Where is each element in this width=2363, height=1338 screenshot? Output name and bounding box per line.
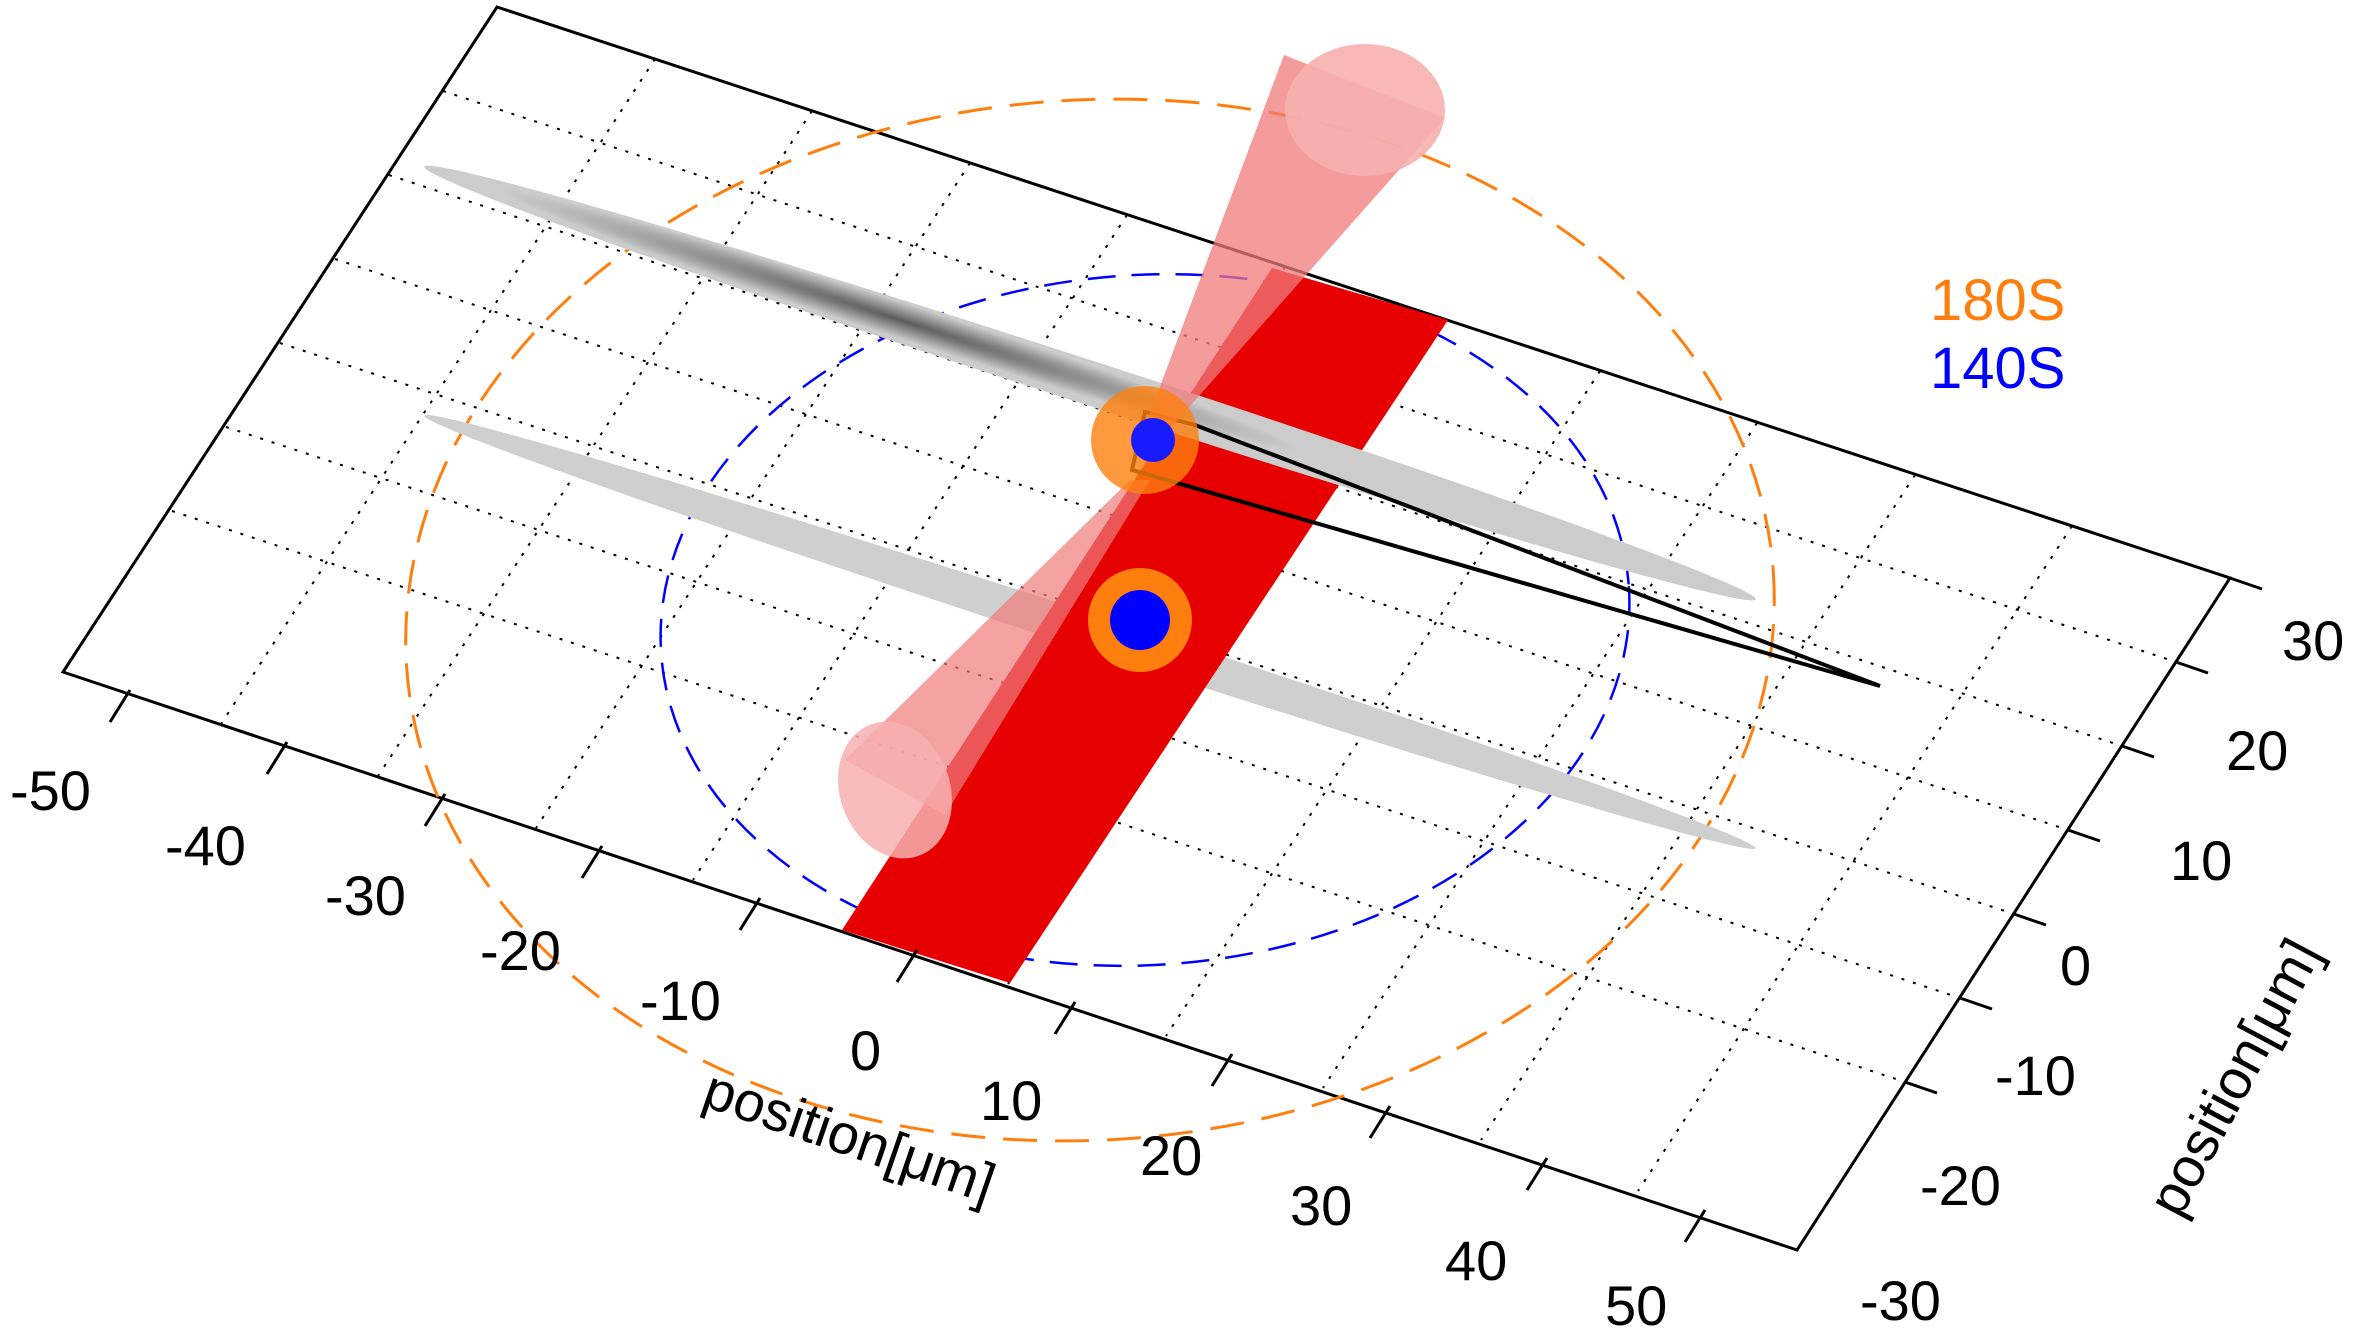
legend-item-180s: 180S bbox=[1930, 268, 2065, 333]
beam-cone-upper-cap bbox=[1285, 44, 1445, 176]
blue-sphere bbox=[1131, 418, 1175, 462]
y-tick-label: 0 bbox=[2060, 934, 2091, 997]
y-tick-label: 20 bbox=[2226, 719, 2288, 782]
y-tick-label: 10 bbox=[2170, 829, 2232, 892]
x-tick-label: 30 bbox=[1290, 1174, 1352, 1237]
y-axis-tick-labels: 30 20 10 0 -10 -20 -30 bbox=[1860, 609, 2344, 1332]
x-tick-label: -50 bbox=[10, 759, 91, 822]
x-tick-label: 20 bbox=[1140, 1124, 1202, 1187]
beam-cone-lower bbox=[845, 480, 1150, 815]
x-tick-label: -30 bbox=[325, 864, 406, 927]
y-tick-label: 30 bbox=[2282, 609, 2344, 672]
y-tick-label: -30 bbox=[1860, 1269, 1941, 1332]
x-tick-label: -10 bbox=[640, 969, 721, 1032]
orange-dashed-circle bbox=[404, 97, 1776, 1143]
x-tick-label: 0 bbox=[850, 1019, 881, 1082]
plane-outline bbox=[60, 5, 2233, 1252]
atom-cloud-dots bbox=[500, 189, 1300, 451]
beam-cone-lower-cap bbox=[838, 721, 952, 859]
y-axis-ticks bbox=[1904, 576, 2263, 1095]
legend-item-140s: 140S bbox=[1930, 336, 2065, 401]
x-tick-label: 50 bbox=[1605, 1274, 1667, 1337]
x-tick-label: -20 bbox=[480, 919, 561, 982]
legend: 180S 140S bbox=[1930, 268, 2065, 401]
x-tick-label: 10 bbox=[980, 1069, 1042, 1132]
blue-dashed-circle bbox=[659, 272, 1631, 968]
x-axis-ticks bbox=[108, 689, 1707, 1243]
y-tick-label: -20 bbox=[1920, 1154, 2001, 1217]
x-tick-label: 40 bbox=[1445, 1229, 1507, 1292]
y-tick-label: -10 bbox=[1995, 1044, 2076, 1107]
y-axis-title: position[μm] bbox=[2135, 928, 2333, 1225]
blue-disc bbox=[1110, 590, 1170, 650]
x-tick-label: -40 bbox=[165, 814, 246, 877]
x-axis-tick-labels: -50 -40 -30 -20 -10 0 10 20 30 40 50 bbox=[10, 759, 1667, 1337]
